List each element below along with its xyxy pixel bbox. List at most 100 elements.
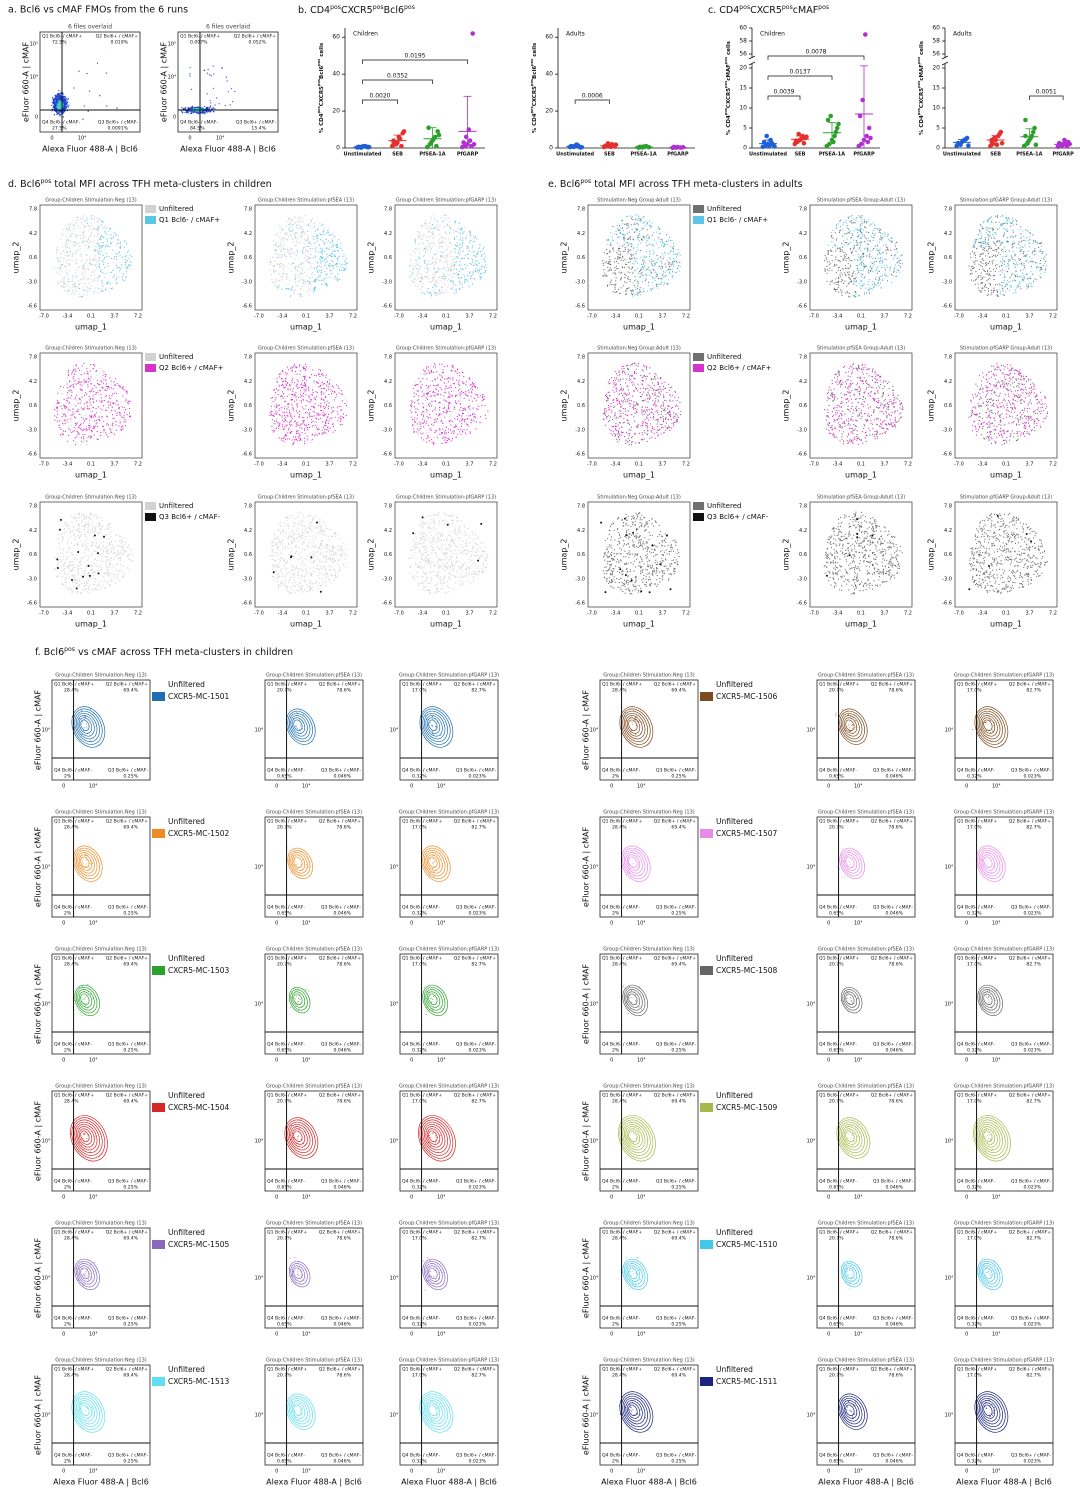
contour [622,1395,648,1428]
x-tick-label: 10⁴ [854,1058,862,1064]
quadrant-percent: 17.0% [967,825,982,831]
group-label: Adults [566,31,585,38]
y-tick-label: 7.8 [244,207,252,213]
quadrant-name: Q2 Bcl6+ / cMAF+ [1009,819,1051,825]
quadrant-name: Q4 Bcl6- / cMAF- [267,1042,305,1048]
plot-frame [264,679,364,781]
contour [839,710,865,743]
legend-label: CXCR5-MC-1505 [168,1240,229,1249]
legend-swatch [693,513,704,521]
y-axis-label: umap_2 [227,539,236,571]
x-tick-label: -7.0 [809,462,819,468]
contour [420,845,451,882]
scatter-cloud [56,99,64,111]
significance-bracket [362,99,398,104]
plot-header: Group:Children Stimulation:Neg (13) [55,810,146,816]
contour [287,847,313,880]
data-point [434,143,439,149]
contour [620,845,651,882]
legend-label: CXCR5-MC-1503 [168,966,229,975]
y-tick-label: 4.2 [384,231,392,237]
quadrant-name: Q2 Bcl6+ / cMAF+ [1009,1230,1051,1236]
y-axis-label: eFluor 660-A | cMAF [34,1101,43,1182]
legend-label: Unfiltered [159,205,193,213]
group-label: Children [353,31,378,38]
quadrant-percent: 0.32% [967,1459,982,1465]
text-part: CXCR5 [532,86,538,106]
quadrant-name: Q2 Bcl6+ / cMAF+ [871,1093,913,1099]
x-tick-label: 10⁴ [854,1469,862,1475]
y-tick-label: -3.0 [942,576,952,582]
outlier-dots [837,848,855,878]
quadrant-percent: 17.0% [967,962,982,968]
x-tick-label: 0.1 [302,611,310,617]
x-tick-label: 7.2 [349,314,357,320]
x-tick-label: 0.1 [857,611,865,617]
quadrant-name: Q4 Bcl6- / cMAF- [54,1179,92,1185]
p-value: 0.0051 [1036,89,1057,96]
y-axis-label: umap_2 [227,390,236,422]
quadrant-name: Q2 Bcl6+ / cMAF+ [106,1230,148,1236]
quadrant-percent: 20.7% [829,825,844,831]
legend-label: Unfiltered [168,954,205,963]
x-tick-label: 10⁴ [216,136,224,142]
quadrant-percent: 0.046% [333,1185,351,1191]
x-tick-label: 7.2 [904,462,912,468]
y-tick-label: 7.8 [384,355,392,361]
quadrant-percent: 69.4% [123,1099,138,1105]
x-tick-label: 0 [410,1058,413,1064]
quadrant-name: Q1 Bcl6- / cMAF+ [957,682,997,688]
y-tick-label: 10⁴ [42,728,50,734]
text-part: f. Bcl6 [35,647,64,658]
quadrant-percent: 69.4% [671,1099,686,1105]
legend-label: Unfiltered [707,205,741,213]
legend-label: Unfiltered [707,502,741,510]
quadrant-name: Q2 Bcl6+ / cMAF+ [454,1093,496,1099]
outlier-dots [840,989,858,1013]
y-tick-label: -6.6 [942,304,952,310]
plot-frame [816,1364,916,1466]
quadrant-name: Q2 Bcl6+ / cMAF+ [234,34,276,40]
quadrant-name: Q3 Bcl6+ / cMAF- [873,905,913,911]
y-tick-label: 20 [545,108,553,115]
quadrant-percent: 78.6% [888,1236,903,1242]
plot-frame [399,816,499,918]
plot-frame [51,1090,151,1192]
quadrant-name: Q4 Bcl6- / cMAF- [957,1179,995,1185]
text-part: pos [530,106,534,113]
x-tick-label: -3.4 [833,611,843,617]
x-tick-label: 10⁴ [302,1195,310,1201]
x-tick-label: 10⁴ [302,784,310,790]
contour [628,719,638,731]
plot-frame [51,816,151,918]
quadrant-name: Q1 Bcl6- / cMAF+ [819,1093,859,1099]
plot-header: Stimulation:pfSEA Group:Adult (13) [817,495,905,501]
legend-swatch [700,829,713,838]
y-axis-label: umap_2 [927,242,936,274]
y-tick-label: -3.0 [382,279,392,285]
quadrant-percent: 0.65% [829,911,844,917]
contour [72,708,103,745]
y-tick-label: 4.2 [799,379,807,385]
x-tick-label: 10⁴ [992,784,1000,790]
x-tick-label: 3.7 [659,462,667,468]
text-part: total MFI across TFH meta-clusters in ch… [51,179,271,190]
x-tick-label: Unstimulated [344,152,382,158]
plot-frame [954,953,1054,1055]
y-axis-label: eFluor 660-A | cMAF [582,1375,591,1456]
contour [74,847,100,880]
y-tick-label: 10⁴ [807,1002,815,1008]
contour [837,1393,868,1430]
contour [74,984,100,1017]
y-axis-label: umap_2 [12,539,21,571]
scatter-cloud [602,512,680,595]
x-tick-label: 10⁴ [89,921,97,927]
text-part: pos [530,59,534,66]
panel-title: b. CD4posCXCR5posBcl6pos [298,4,415,16]
y-tick-label: 10⁴ [168,75,176,81]
outlier-dots [622,984,643,1014]
legend-swatch [145,353,156,361]
plot-header: Stimulation:pfGARP Group:Adult (13) [960,495,1052,501]
y-tick-label: -3.0 [942,279,952,285]
quadrant-percent: 2% [612,911,620,917]
